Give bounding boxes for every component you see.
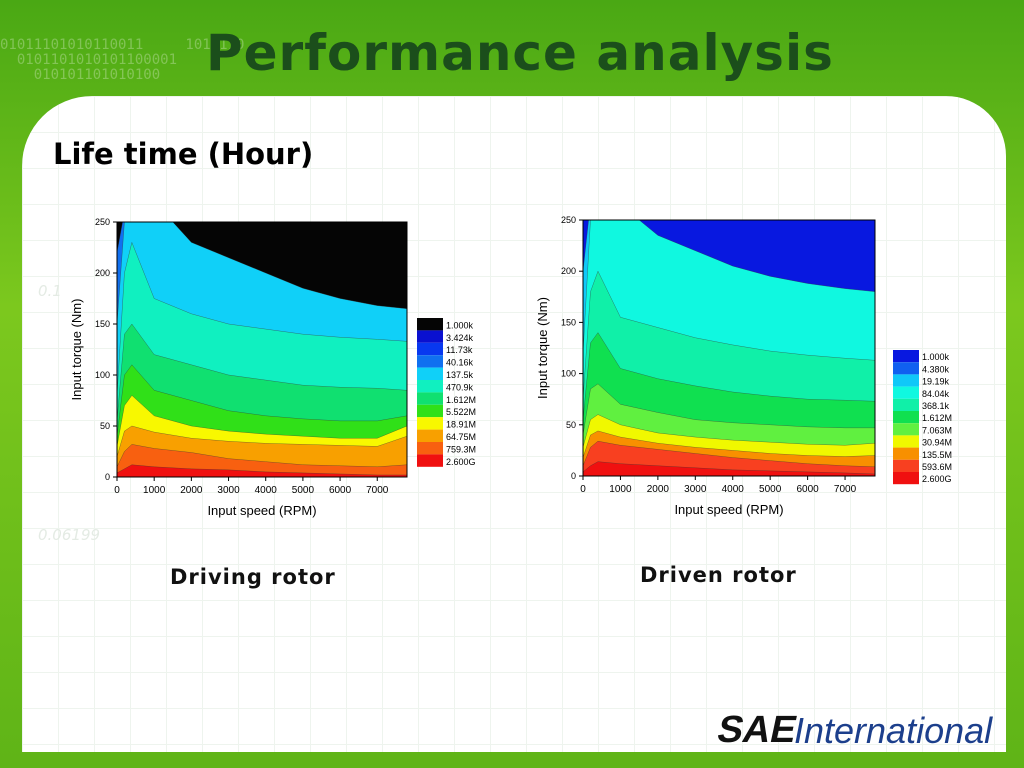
x-tick-label: 4000 (255, 485, 278, 496)
x-axis-label: Input speed (RPM) (207, 503, 316, 518)
svg-text:International: International (794, 710, 993, 751)
y-tick-label: 0 (571, 471, 576, 481)
legend-label: 4.380k (922, 364, 950, 374)
legend-label: 368.1k (922, 401, 950, 411)
legend-label: 30.94M (922, 438, 952, 448)
legend-swatch (893, 362, 919, 375)
legend-swatch (893, 423, 919, 436)
x-tick-label: 2000 (647, 484, 670, 495)
chart-driven-rotor: 0 1000 2000 3000 4000 5000 6000 7000 0 50 100 150 20… (535, 215, 952, 517)
y-tick-label: 200 (561, 266, 576, 276)
legend-swatch (417, 404, 443, 418)
legend-swatch (417, 429, 443, 442)
legend-swatch (893, 374, 919, 387)
ghost-decoration-1: 0.1 (38, 282, 62, 300)
x-tick-label: 7000 (834, 484, 857, 495)
x-tick-label: 6000 (796, 484, 819, 495)
x-tick-label: 5000 (292, 485, 315, 496)
y-tick-label: 200 (95, 268, 110, 278)
y-tick-label: 0 (105, 472, 110, 482)
legend-swatch (417, 330, 443, 343)
legend-label: 137.5k (446, 370, 474, 380)
legend-swatch (893, 386, 919, 399)
legend-swatch (893, 435, 919, 448)
legend-label: 470.9k (446, 382, 474, 392)
y-tick-label: 50 (100, 421, 110, 431)
y-tick-label: 50 (566, 420, 576, 430)
x-tick-label: 3000 (684, 484, 707, 495)
legend-swatch (417, 342, 443, 356)
y-tick-label: 150 (561, 317, 576, 327)
legend-label: 759.3M (446, 444, 476, 454)
legend-swatch (893, 472, 919, 485)
x-tick-label: 4000 (722, 484, 745, 495)
x-tick-label: 5000 (759, 484, 782, 495)
x-tick-label: 1000 (143, 485, 166, 496)
x-tick-label: 0 (114, 485, 120, 496)
legend-label: 1.612M (922, 413, 952, 423)
legend-label: 2.600G (446, 457, 476, 467)
legend-swatch (417, 367, 443, 380)
x-axis-label: Input speed (RPM) (674, 502, 783, 517)
contour-region-2.600G (582, 461, 876, 477)
section-subtitle: Life time (Hour) (53, 137, 314, 171)
y-tick-label: 250 (95, 217, 110, 227)
legend-swatch (893, 398, 919, 411)
legend-label: 40.16k (446, 358, 474, 368)
legend-label: 1.000k (446, 320, 474, 330)
legend-label: 11.73k (446, 345, 473, 355)
y-tick-label: 250 (561, 215, 576, 225)
legend-label: 1.000k (922, 352, 950, 362)
plot-frame (582, 219, 876, 477)
legend-swatch (893, 411, 919, 424)
legend-label: 1.612M (446, 395, 476, 405)
legend-swatch (893, 459, 919, 472)
legend-swatch (417, 355, 443, 368)
x-tick-label: 1000 (609, 484, 632, 495)
legend-label: 84.04k (922, 389, 950, 399)
legend-swatch (417, 417, 443, 430)
legend-swatch (417, 318, 443, 331)
caption-driving-rotor: Driving rotor (170, 565, 336, 589)
legend-label: 18.91M (446, 420, 476, 430)
slide-title: Performance analysis (206, 24, 834, 82)
legend-swatch (417, 442, 443, 455)
ghost-decoration-2: 0.06199 (38, 526, 101, 544)
legend-swatch (893, 350, 919, 363)
legend-swatch (417, 392, 443, 405)
x-tick-label: 0 (580, 484, 586, 495)
legend-label: 19.19k (922, 377, 950, 387)
legend-swatch (417, 380, 443, 393)
legend-label: 2.600G (922, 474, 952, 484)
caption-driven-rotor: Driven rotor (640, 563, 797, 587)
y-tick-label: 100 (95, 370, 110, 380)
y-axis-label: Input torque (Nm) (535, 297, 550, 399)
x-tick-label: 2000 (180, 485, 203, 496)
svg-text:SAE: SAE (714, 708, 801, 751)
x-tick-label: 3000 (217, 485, 240, 496)
legend-swatch (417, 454, 443, 467)
legend-label: 135.5M (922, 450, 952, 460)
y-tick-label: 100 (561, 369, 576, 379)
y-tick-label: 150 (95, 319, 110, 329)
plot-frame (116, 221, 408, 478)
legend-label: 7.063M (922, 425, 952, 435)
chart-driving-rotor: 0 1000 2000 3000 4000 5000 6000 7000 0 50 100 150 20… (69, 217, 476, 518)
sae-international-logo: SAE International (714, 708, 994, 751)
legend-label: 3.424k (446, 333, 474, 343)
legend-label: 5.522M (446, 407, 476, 417)
legend-swatch (893, 447, 919, 460)
contour-region-2.600G (116, 464, 408, 478)
y-axis-label: Input torque (Nm) (69, 299, 84, 401)
x-tick-label: 7000 (366, 485, 389, 496)
background-binary-pattern: 01011101010110011 1010110 01011010101011… (0, 37, 245, 83)
x-tick-label: 6000 (329, 485, 352, 496)
legend-label: 593.6M (922, 462, 952, 472)
legend-label: 64.75M (446, 432, 476, 442)
